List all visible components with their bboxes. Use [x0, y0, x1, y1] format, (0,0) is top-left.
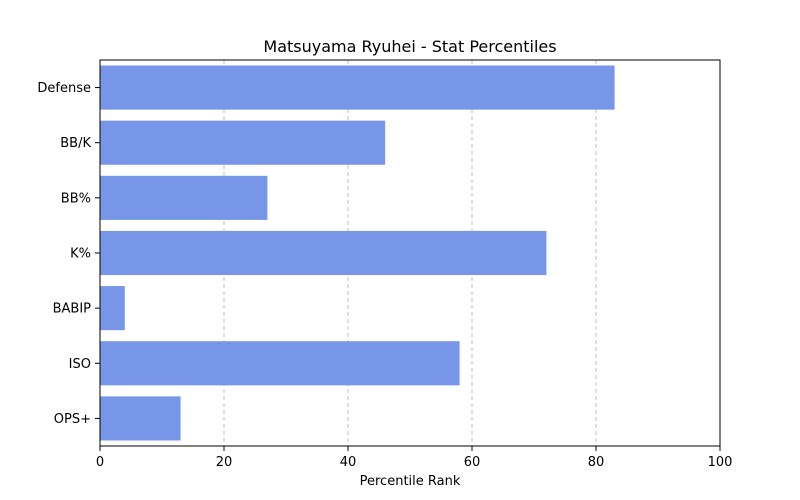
chart-title: Matsuyama Ryuhei - Stat Percentiles	[263, 37, 556, 56]
bar-babip	[100, 286, 125, 331]
x-tick-label: 0	[96, 455, 104, 470]
y-axis-ticks: Defense BB/K BB% K% BABIP ISO OPS+	[37, 81, 100, 427]
y-tick-label: BB/K	[60, 136, 91, 151]
bar-iso	[100, 341, 460, 386]
x-tick-label: 100	[708, 455, 733, 470]
y-tick-label: BB%	[61, 191, 91, 206]
x-axis-ticks: 0 20 40 60 80 100	[96, 446, 733, 470]
bar-defense	[100, 65, 615, 110]
bar-k-	[100, 230, 547, 276]
x-tick-label: 20	[216, 455, 233, 470]
x-tick-label: 80	[588, 455, 605, 470]
bar-ops-	[100, 396, 181, 441]
y-tick-label: K%	[70, 247, 91, 262]
bar-bb-k	[100, 120, 386, 165]
x-axis-label: Percentile Rank	[360, 474, 461, 489]
y-tick-label: ISO	[69, 357, 91, 372]
bar-bb-	[100, 175, 268, 220]
y-tick-label: BABIP	[53, 302, 92, 317]
x-tick-label: 40	[340, 455, 357, 470]
y-tick-label: OPS+	[54, 412, 91, 427]
x-tick-label: 60	[464, 455, 481, 470]
y-tick-label: Defense	[37, 81, 91, 96]
bars	[100, 65, 615, 441]
